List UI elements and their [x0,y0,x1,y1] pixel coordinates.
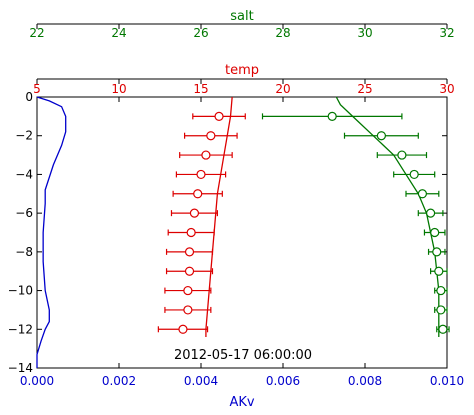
temp-tick-label: 5 [33,82,41,96]
axis-ticks: 0.000 0.002 0.004 0.006 0.008 0.010 5 10 15 20 25 3… [8,23,464,388]
depth-tick-label: −8 [15,245,33,259]
salt-axis-label: salt [230,9,253,24]
temp-tick-label: 30 [439,82,454,96]
akv-tick-label: 0.010 [430,374,464,388]
temp-observation-point [193,189,203,199]
depth-tick-label: −12 [8,322,33,336]
salt-observation-point [409,169,419,180]
temp-observation-point [178,324,188,334]
salt-tick-label: 28 [275,26,290,40]
temp-observation-point [183,285,193,296]
salt-observation-point [426,208,436,218]
depth-tick-label: −14 [8,361,33,375]
temp-observation-point [186,227,196,238]
salt-observation-point [376,131,386,141]
salt-observation-point [327,111,337,121]
salt-observation-point [430,227,440,238]
salt-tick-label: 26 [193,26,208,40]
temp-tick-label: 15 [193,82,208,96]
akv-tick-label: 0.000 [20,374,54,388]
temp-tick-label: 10 [111,82,126,96]
akv-axis-label: AKv [229,395,254,410]
salt-tick-label: 32 [439,26,454,40]
temp-tick-label: 25 [357,82,372,96]
salt-tick-label: 22 [29,26,44,40]
temp-observation-point [214,111,224,121]
depth-tick-label: −4 [15,167,33,181]
salt-observation-point [436,285,446,296]
salt-observation-point [417,189,427,199]
temp-axis-label: temp [225,63,259,78]
akv-tick-label: 0.004 [184,374,218,388]
salt-profile-line [335,96,440,338]
timestamp-annotation: 2012-05-17 06:00:00 [174,348,312,363]
depth-tick-label: −2 [15,129,33,143]
temp-observation-point [183,305,193,315]
series-layer [36,96,450,368]
salt-observation-point [438,324,448,334]
akv-profile-line [36,96,67,368]
salt-observation-point [397,150,407,160]
temp-observation-point [189,208,200,218]
salt-observation-point [436,305,446,315]
depth-tick-label: −10 [8,284,33,298]
temp-observation-point [196,169,206,180]
temp-observation-point [206,131,216,141]
salt-observation-point [434,266,444,276]
salt-tick-label: 30 [357,26,372,40]
plot-frame [36,96,448,369]
temp-tick-label: 20 [275,82,290,96]
temp-observation-point [184,247,195,257]
temp-observation-point [201,150,211,160]
depth-tick-label: 0 [25,90,33,104]
temp-profile-line [205,96,233,338]
temp-observation-point [184,266,195,276]
akv-tick-label: 0.008 [348,374,382,388]
akv-tick-label: 0.002 [102,374,136,388]
akv-tick-label: 0.006 [266,374,300,388]
salt-tick-label: 24 [111,26,126,40]
salt-observation-point [432,247,442,257]
depth-tick-label: −6 [15,206,33,220]
